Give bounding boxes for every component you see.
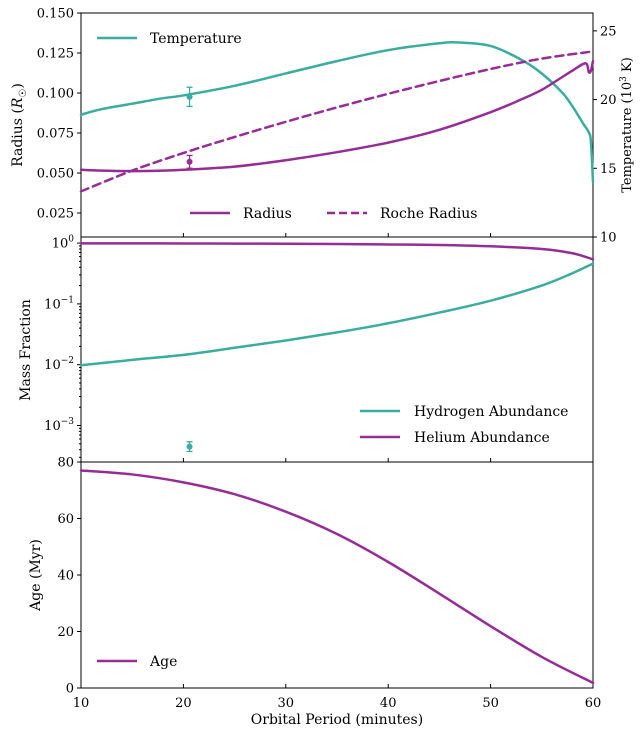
legend-temperature: Temperature <box>97 31 242 47</box>
bottom-y-tick-label: 40 <box>57 569 74 584</box>
temperature-line <box>79 40 595 184</box>
bottom-y-tick-label: 20 <box>57 625 74 640</box>
legend-roche-radius-label: Roche Radius <box>380 206 477 222</box>
bottom-y-tick-label: 0 <box>66 682 74 697</box>
x-tick-label: 40 <box>380 696 397 711</box>
age-line <box>79 469 595 685</box>
x-axis-label: Orbital Period (minutes) <box>251 712 423 728</box>
top-y2-tick-label: 10 <box>600 231 617 246</box>
top-y-tick-label: 0.075 <box>37 127 74 142</box>
legend-age-label: Age <box>149 654 177 670</box>
bottom-y-tick-label: 80 <box>57 456 74 471</box>
x-tick-label: 50 <box>482 696 499 711</box>
bottom-y-axis-label: Age (Myr) <box>28 539 44 612</box>
radius-line <box>79 59 595 173</box>
top-y-tick-label: 0.150 <box>37 7 74 22</box>
top-y2-tick-label: 15 <box>600 162 617 177</box>
series-layer <box>79 40 595 685</box>
middle-y-tick-label: 10−3 <box>44 417 74 434</box>
legend-temperature-label: Temperature <box>150 31 242 47</box>
legend-helium-label: Helium Abundance <box>414 430 550 446</box>
middle-y-tick-label: 10−2 <box>44 356 74 373</box>
x-tick-label: 60 <box>585 696 602 711</box>
legend-radius: Radius <box>190 206 292 222</box>
temperature-datapoint <box>186 93 193 100</box>
top-y2-tick-label: 25 <box>600 24 617 39</box>
top-y-tick-label: 0.100 <box>37 87 74 102</box>
middle-y-tick-label: 100 <box>52 235 75 252</box>
top-y-tick-label: 0.050 <box>37 167 74 182</box>
legend-radius-label: Radius <box>243 206 292 222</box>
top-y-tick-label: 0.025 <box>37 207 74 222</box>
legend-roche-radius: Roche Radius <box>327 206 477 222</box>
middle-y-tick-label: 10−1 <box>44 295 74 312</box>
helium-abundance-line <box>79 242 595 261</box>
middle-y-axis-label: Mass Fraction <box>18 299 34 401</box>
top-y2-tick-label: 20 <box>600 93 617 108</box>
x-tick-label: 20 <box>175 696 192 711</box>
hydrogen-abundance-line <box>79 262 595 367</box>
legend-hydrogen-label: Hydrogen Abundance <box>414 404 568 420</box>
top-y2-axis-label: Temperature (103 K) <box>619 57 635 193</box>
x-tick-label: 30 <box>278 696 295 711</box>
legend-hydrogen: Hydrogen Abundance <box>360 404 568 420</box>
legend-helium: Helium Abundance <box>360 430 550 446</box>
middle-panel-frame <box>80 236 594 463</box>
ticks-layer: 10 20 30 40 50 60 0.025 0.050 0.075 0.100 0.125 0.1… <box>37 7 617 712</box>
legend-age: Age <box>97 654 177 670</box>
bottom-y-tick-label: 60 <box>57 512 74 527</box>
points-layer <box>186 86 193 453</box>
radius-datapoint <box>186 158 193 165</box>
x-tick-label: 10 <box>73 696 90 711</box>
roche-radius-line <box>79 50 595 193</box>
hydrogen-datapoint <box>186 443 193 450</box>
top-y-axis-label: Radius (R☉) <box>10 83 29 167</box>
top-y-tick-label: 0.125 <box>37 47 74 62</box>
